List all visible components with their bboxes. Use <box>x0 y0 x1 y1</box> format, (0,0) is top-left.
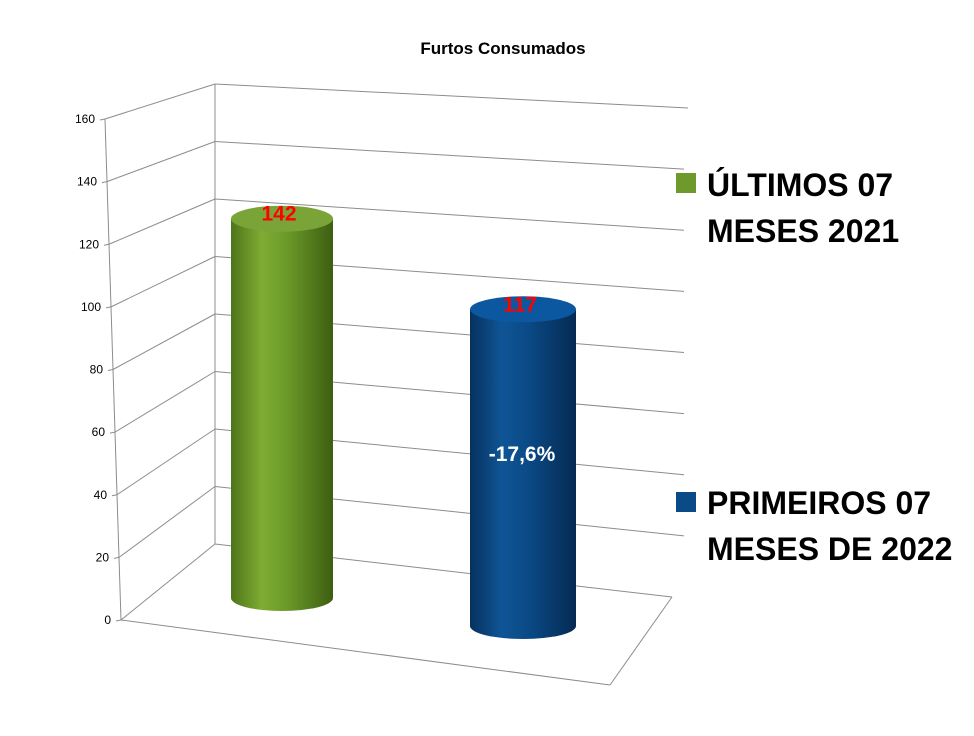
tick-mark <box>107 369 114 371</box>
back-wall-top-edge <box>214 83 689 109</box>
tick-mark <box>99 118 106 121</box>
tick-mark <box>109 431 116 434</box>
gridline <box>114 371 216 433</box>
tick-mark <box>105 306 112 309</box>
tick-mark <box>103 243 110 246</box>
legend-label-line: ÚLTIMOS 07 <box>707 167 893 203</box>
y-tick-label: 160 <box>75 112 95 126</box>
left-wall-top-edge <box>104 83 216 120</box>
gridline <box>116 428 216 496</box>
tick-mark <box>101 181 108 184</box>
legend-label-line: PRIMEIROS 07 <box>707 485 931 521</box>
tick-mark <box>115 619 122 622</box>
gridline <box>214 198 685 231</box>
legend-swatch <box>676 173 696 193</box>
gridline <box>110 256 216 308</box>
y-tick-label: 80 <box>90 363 104 377</box>
floor <box>120 543 673 686</box>
data-label: 142 <box>261 203 296 226</box>
gridline <box>108 198 216 245</box>
chart-title: Furtos Consumados <box>420 39 585 58</box>
y-tick-label: 20 <box>96 550 110 564</box>
y-tick-label: 60 <box>92 425 106 439</box>
plot-area <box>104 83 689 686</box>
bar-ultimos-2021 <box>231 205 333 611</box>
gridline <box>118 486 216 558</box>
gridline <box>214 141 685 170</box>
legend-label-line: MESES 2021 <box>707 213 899 249</box>
tick-mark <box>111 494 118 497</box>
tick-mark <box>113 556 120 559</box>
y-tick-label: 0 <box>104 613 111 627</box>
legend: ÚLTIMOS 07 MESES 2021 PRIMEIROS 07 MESES… <box>676 167 952 567</box>
bar-primeiros-2022 <box>470 296 576 639</box>
change-annotation: -17,6% <box>489 443 556 466</box>
y-tick-label: 40 <box>94 488 108 502</box>
legend-item: ÚLTIMOS 07 MESES 2021 <box>676 167 899 249</box>
legend-swatch <box>676 492 696 512</box>
y-tick-label: 120 <box>79 237 99 251</box>
left-wall-gridlines <box>106 141 216 558</box>
bars <box>231 205 576 639</box>
legend-item: PRIMEIROS 07 MESES DE 2022 <box>676 485 952 567</box>
y-tick-label: 100 <box>81 300 101 314</box>
gridline <box>112 313 216 370</box>
gridline <box>106 141 216 183</box>
y-axis-ticks: 0 20 40 60 80 100 120 140 160 <box>75 112 122 627</box>
data-label: 117 <box>503 293 537 316</box>
legend-label-line: MESES DE 2022 <box>707 531 952 567</box>
y-tick-label: 140 <box>77 175 97 189</box>
